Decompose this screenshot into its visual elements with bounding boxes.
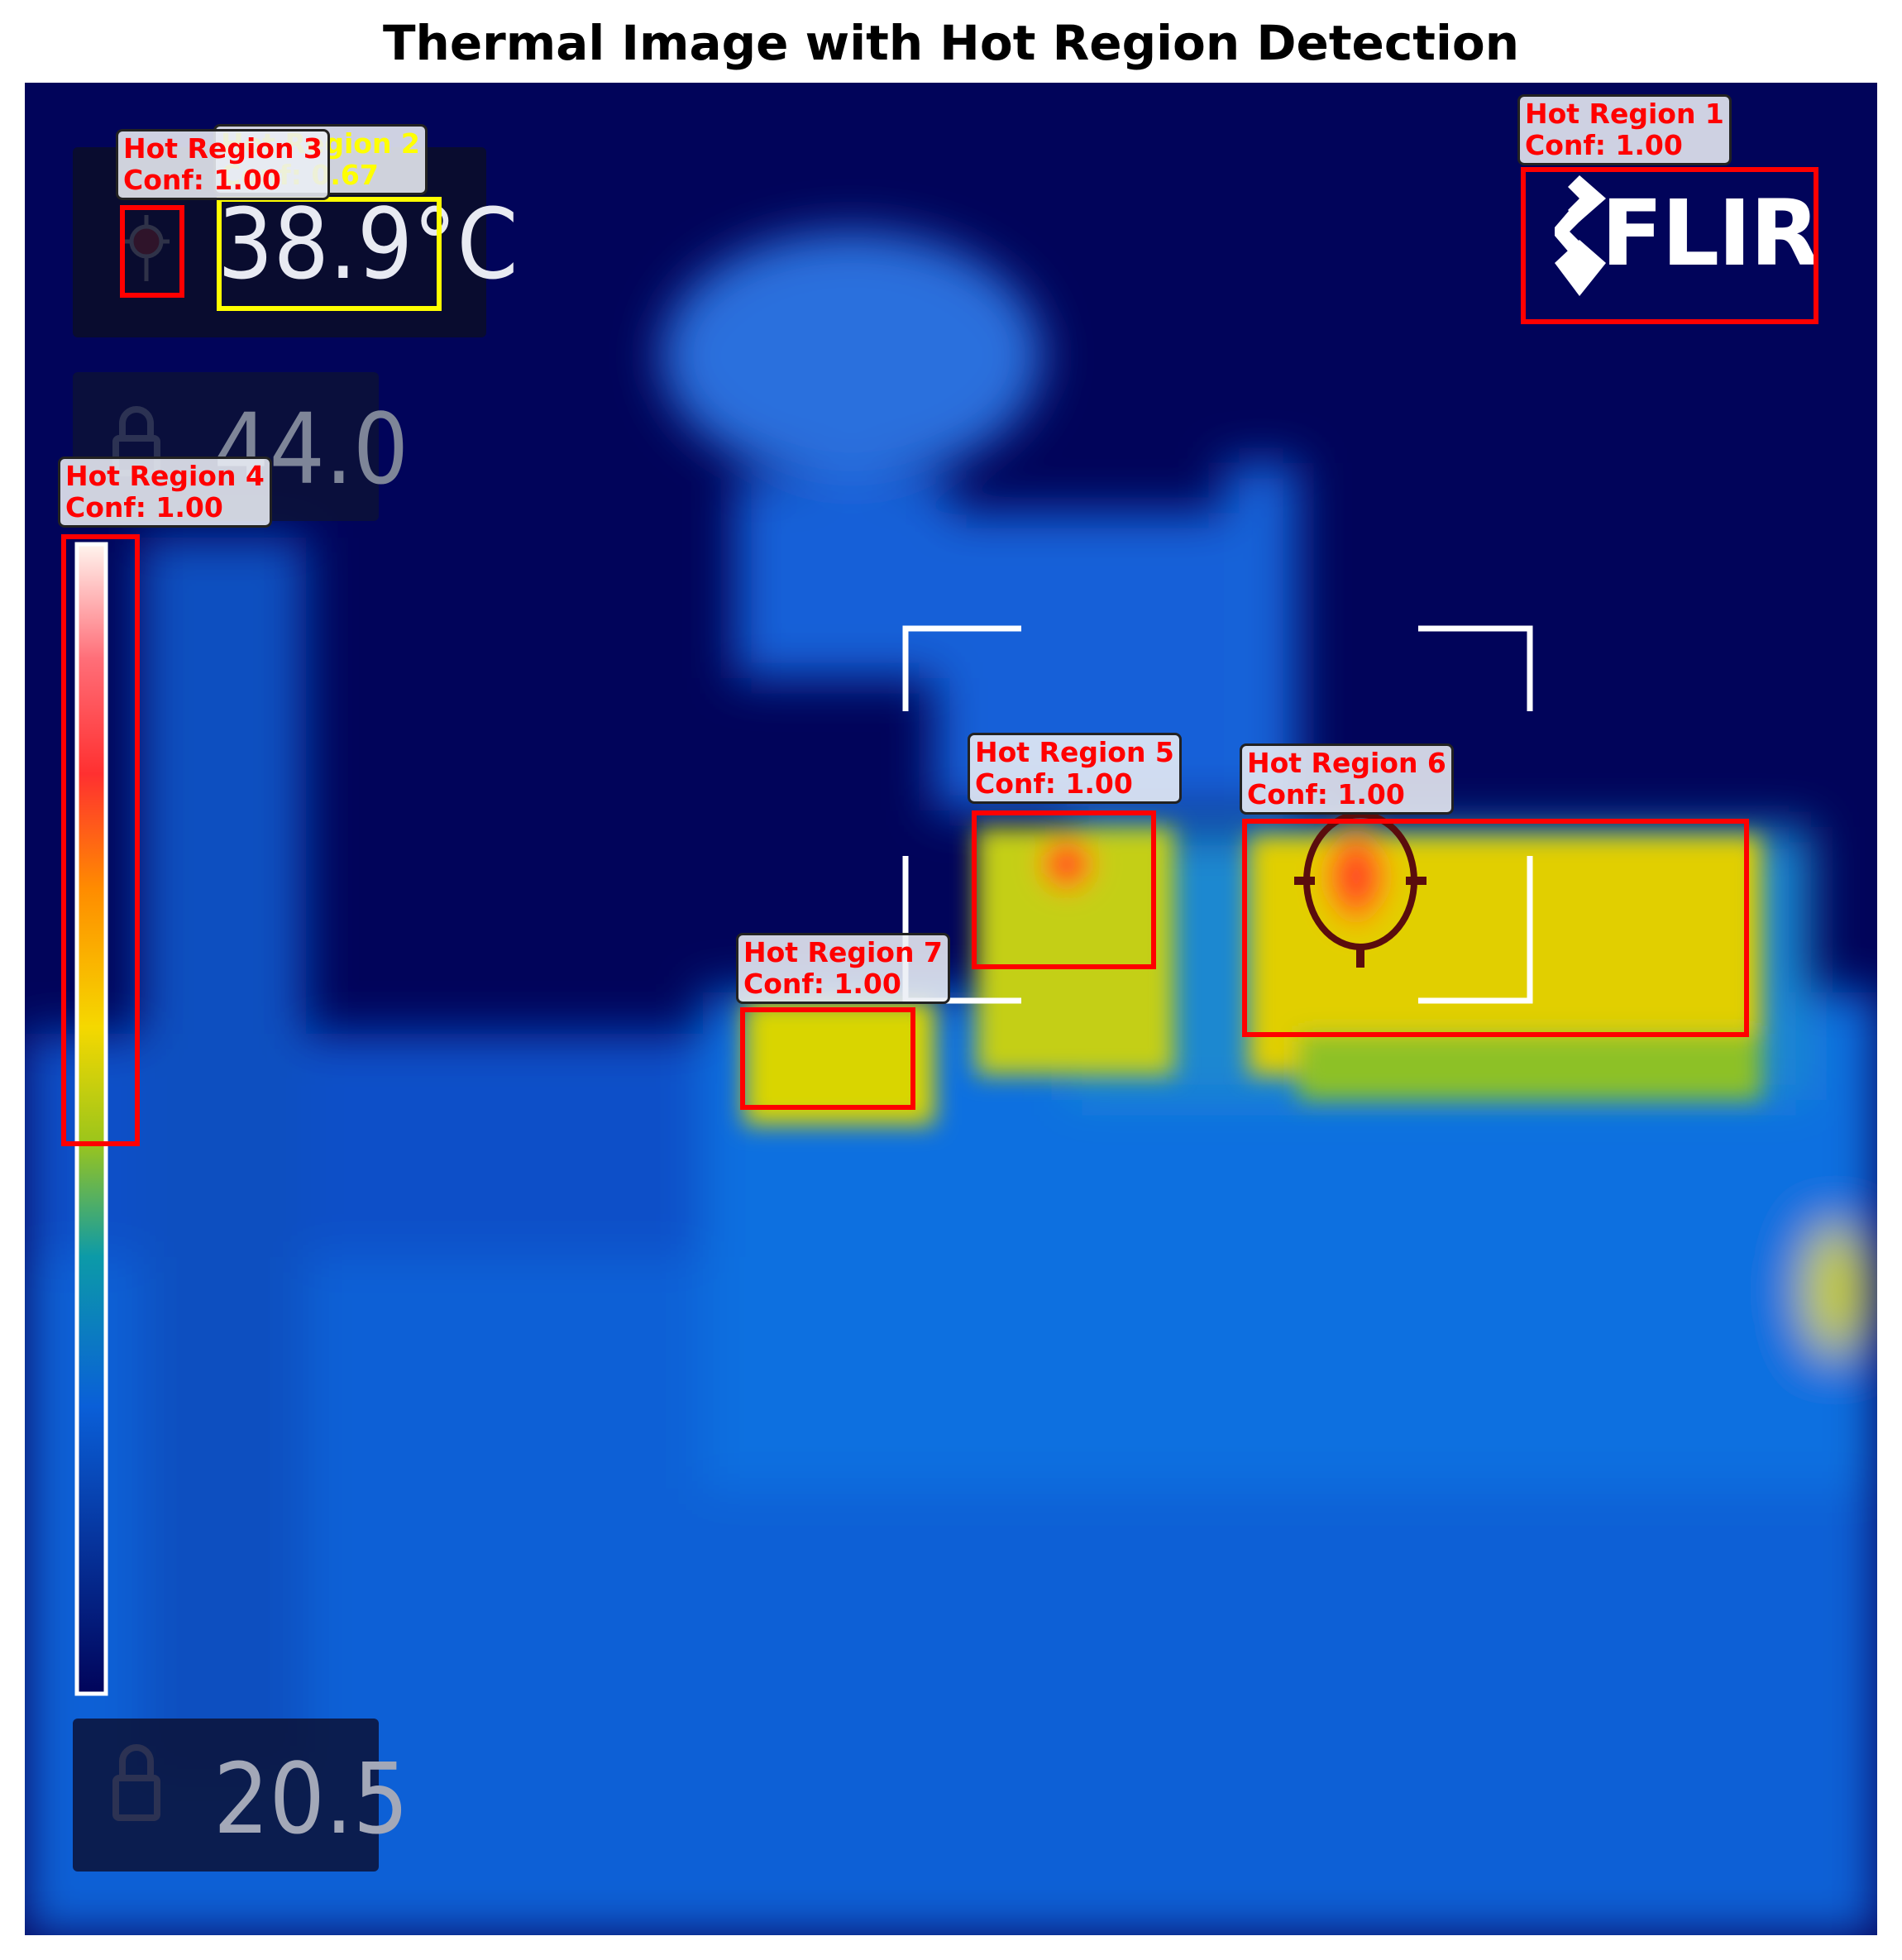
center-temperature: 38.9°C [217,187,519,301]
brand-logo-text: FLIR [1601,180,1820,286]
detection-label-3: Hot Region 3 Conf: 1.00 [116,129,330,200]
detection-box-5 [972,810,1156,969]
detection-name: Hot Region 6 [1247,747,1446,779]
detection-label-4: Hot Region 4 Conf: 1.00 [58,457,272,528]
detection-name: Hot Region 4 [65,460,265,492]
detection-box-4 [61,534,140,1146]
thermal-scene [25,175,1877,1935]
detection-name: Hot Region 5 [975,736,1174,768]
detection-confidence: Conf: 1.00 [1247,778,1405,810]
color-scale-bar [74,542,108,1696]
detection-name: Hot Region 3 [123,132,323,165]
figure-title: Thermal Image with Hot Region Detection [382,15,1520,71]
detection-box-7 [740,1007,915,1110]
min-lock-panel [73,1719,379,1872]
min-lock-value: 20.5 [213,1742,409,1856]
detection-box-6 [1242,819,1749,1037]
detection-confidence: Conf: 1.00 [123,164,281,196]
detection-name: Hot Region 7 [743,936,943,968]
detection-label-5: Hot Region 5 Conf: 1.00 [968,733,1182,804]
detection-confidence: Conf: 1.00 [65,491,223,523]
detection-label-1: Hot Region 1 Conf: 1.00 [1517,94,1732,165]
detection-label-6: Hot Region 6 Conf: 1.00 [1240,743,1454,815]
detection-confidence: Conf: 1.00 [975,767,1133,800]
detection-box-3 [120,205,184,298]
detection-box-1 [1521,167,1818,324]
detection-box-2 [217,197,442,311]
detection-name: Hot Region 1 [1525,98,1724,130]
hotspot-marker [1294,811,1426,968]
flir-logo-icon [1555,175,1606,296]
detection-confidence: Conf: 1.00 [743,968,901,1000]
detection-label-7: Hot Region 7 Conf: 1.00 [736,933,950,1004]
thermal-image: 38.9°C 44.0 20.5 FLIR Hot Region 1 Conf:… [25,83,1877,1935]
detection-confidence: Conf: 1.00 [1525,129,1683,161]
